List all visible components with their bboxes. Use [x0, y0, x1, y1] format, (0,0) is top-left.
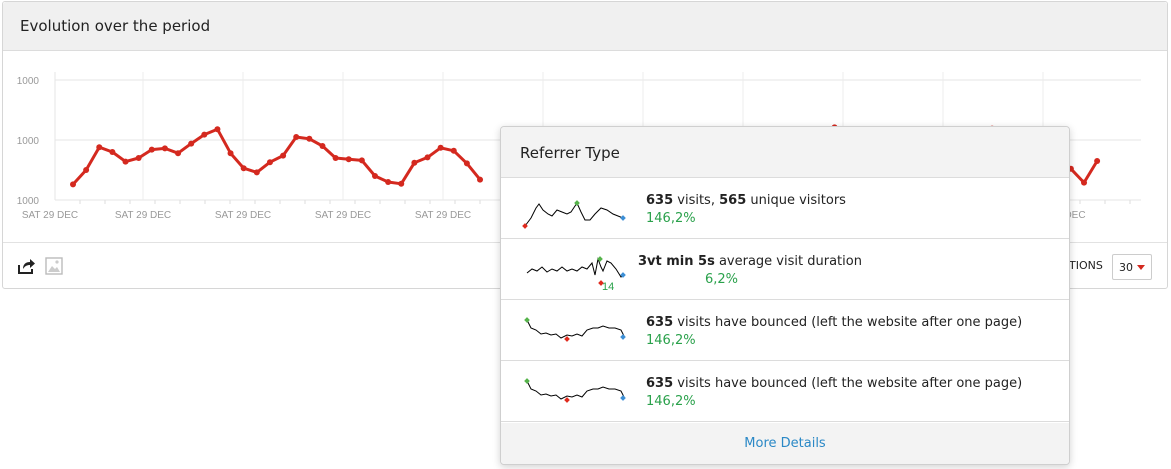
tooltip-row-bounced-2: 635 visits have bounced (left the websit… [501, 361, 1069, 422]
data-point [358, 157, 365, 164]
data-point [385, 179, 392, 185]
data-point [240, 165, 247, 172]
chevron-down-icon [1137, 265, 1145, 270]
referrer-type-tooltip: Referrer Type 635 visits, 565 unique vis… [500, 126, 1070, 465]
data-point [280, 152, 287, 159]
data-point [266, 159, 273, 166]
unique-visitors-value: 565 [719, 193, 747, 208]
visits-change: 146,2% [646, 211, 696, 226]
tooltip-header: Referrer Type [501, 127, 1069, 178]
data-point [463, 160, 470, 167]
data-point [306, 135, 313, 142]
y-tick-label: 1000 [17, 196, 40, 207]
data-point [450, 147, 457, 154]
data-point [411, 159, 418, 166]
limit-select[interactable]: 30 [1112, 254, 1152, 280]
data-point [122, 158, 129, 165]
data-point [227, 150, 234, 157]
bounced-value: 635 [646, 315, 674, 330]
sparkline: 14 [526, 256, 626, 291]
data-point [1094, 158, 1101, 164]
tooltip-footer: More Details [501, 423, 1069, 464]
data-point [293, 134, 300, 140]
series-line [1069, 160, 1099, 185]
visits-text: visits, [673, 193, 720, 208]
bounced-change: 146,2% [646, 394, 696, 409]
bounced-text: visits have bounced (left the website af… [673, 376, 1023, 391]
widget-title: Evolution over the period [20, 17, 211, 35]
data-point [345, 156, 352, 163]
sparkline [524, 378, 626, 403]
data-point [83, 167, 90, 173]
data-point [135, 155, 142, 161]
data-point [109, 149, 116, 155]
data-point [214, 126, 221, 133]
tooltip-title: Referrer Type [520, 144, 620, 162]
x-tick-label: SAT 29 DEC [22, 210, 78, 221]
data-point [371, 173, 378, 179]
duration-text: average visit duration [714, 254, 862, 269]
tooltip-row-visits: 635 visits, 565 unique visitors 146,2% [501, 178, 1069, 239]
unique-visitors-text: unique visitors [746, 193, 846, 208]
y-tick-label: 1000 [17, 76, 40, 87]
widget-header: Evolution over the period [3, 2, 1167, 51]
x-tick-label: SAT 29 DEC [315, 210, 371, 221]
limit-value: 30 [1119, 261, 1133, 274]
bounced-change: 146,2% [646, 333, 696, 348]
data-point [424, 154, 431, 161]
data-point [332, 155, 339, 161]
data-point [437, 144, 444, 151]
data-point [96, 144, 103, 151]
data-point [188, 140, 195, 147]
visits-value: 635 [646, 193, 674, 208]
x-tick-label: SAT 29 DEC [115, 210, 171, 221]
data-point [477, 176, 484, 183]
data-point [161, 145, 168, 152]
data-point [148, 146, 155, 153]
bounced-summary: 635 visits have bounced (left the websit… [646, 315, 1022, 330]
spark-label: 14 [602, 281, 614, 291]
x-tick-label: DEC [1064, 210, 1085, 221]
x-tick-label: SAT 29 DEC [415, 210, 471, 221]
duration-value: 3vt min 5s [638, 254, 715, 269]
share-icon[interactable] [16, 256, 36, 276]
bounced-text: visits have bounced (left the website af… [673, 315, 1023, 330]
data-point [175, 150, 182, 157]
data-point [398, 180, 405, 187]
image-icon[interactable] [45, 257, 63, 275]
bounced-value: 635 [646, 376, 674, 391]
data-point [70, 181, 76, 188]
sparkline [522, 200, 626, 229]
data-point [1081, 179, 1088, 186]
data-point [319, 143, 326, 149]
duration-change: 6,2% [705, 272, 739, 287]
visits-summary: 635 visits, 565 unique visitors [646, 193, 846, 208]
tooltip-row-duration: 14 3vt min 5s average visit duration 6,2… [501, 239, 1069, 300]
bounced-summary: 635 visits have bounced (left the websit… [646, 376, 1022, 391]
data-point [253, 169, 260, 176]
x-tick-label: SAT 29 DEC [215, 210, 271, 221]
data-point [201, 131, 208, 138]
sparkline [524, 317, 626, 342]
series-line [71, 127, 482, 186]
duration-summary: 3vt min 5s average visit duration [638, 254, 862, 269]
limit-label: TIONS [1069, 259, 1103, 272]
tooltip-row-bounced-1: 635 visits have bounced (left the websit… [501, 300, 1069, 361]
more-details-link[interactable]: More Details [744, 436, 826, 451]
y-tick-label: 1000 [17, 136, 40, 147]
